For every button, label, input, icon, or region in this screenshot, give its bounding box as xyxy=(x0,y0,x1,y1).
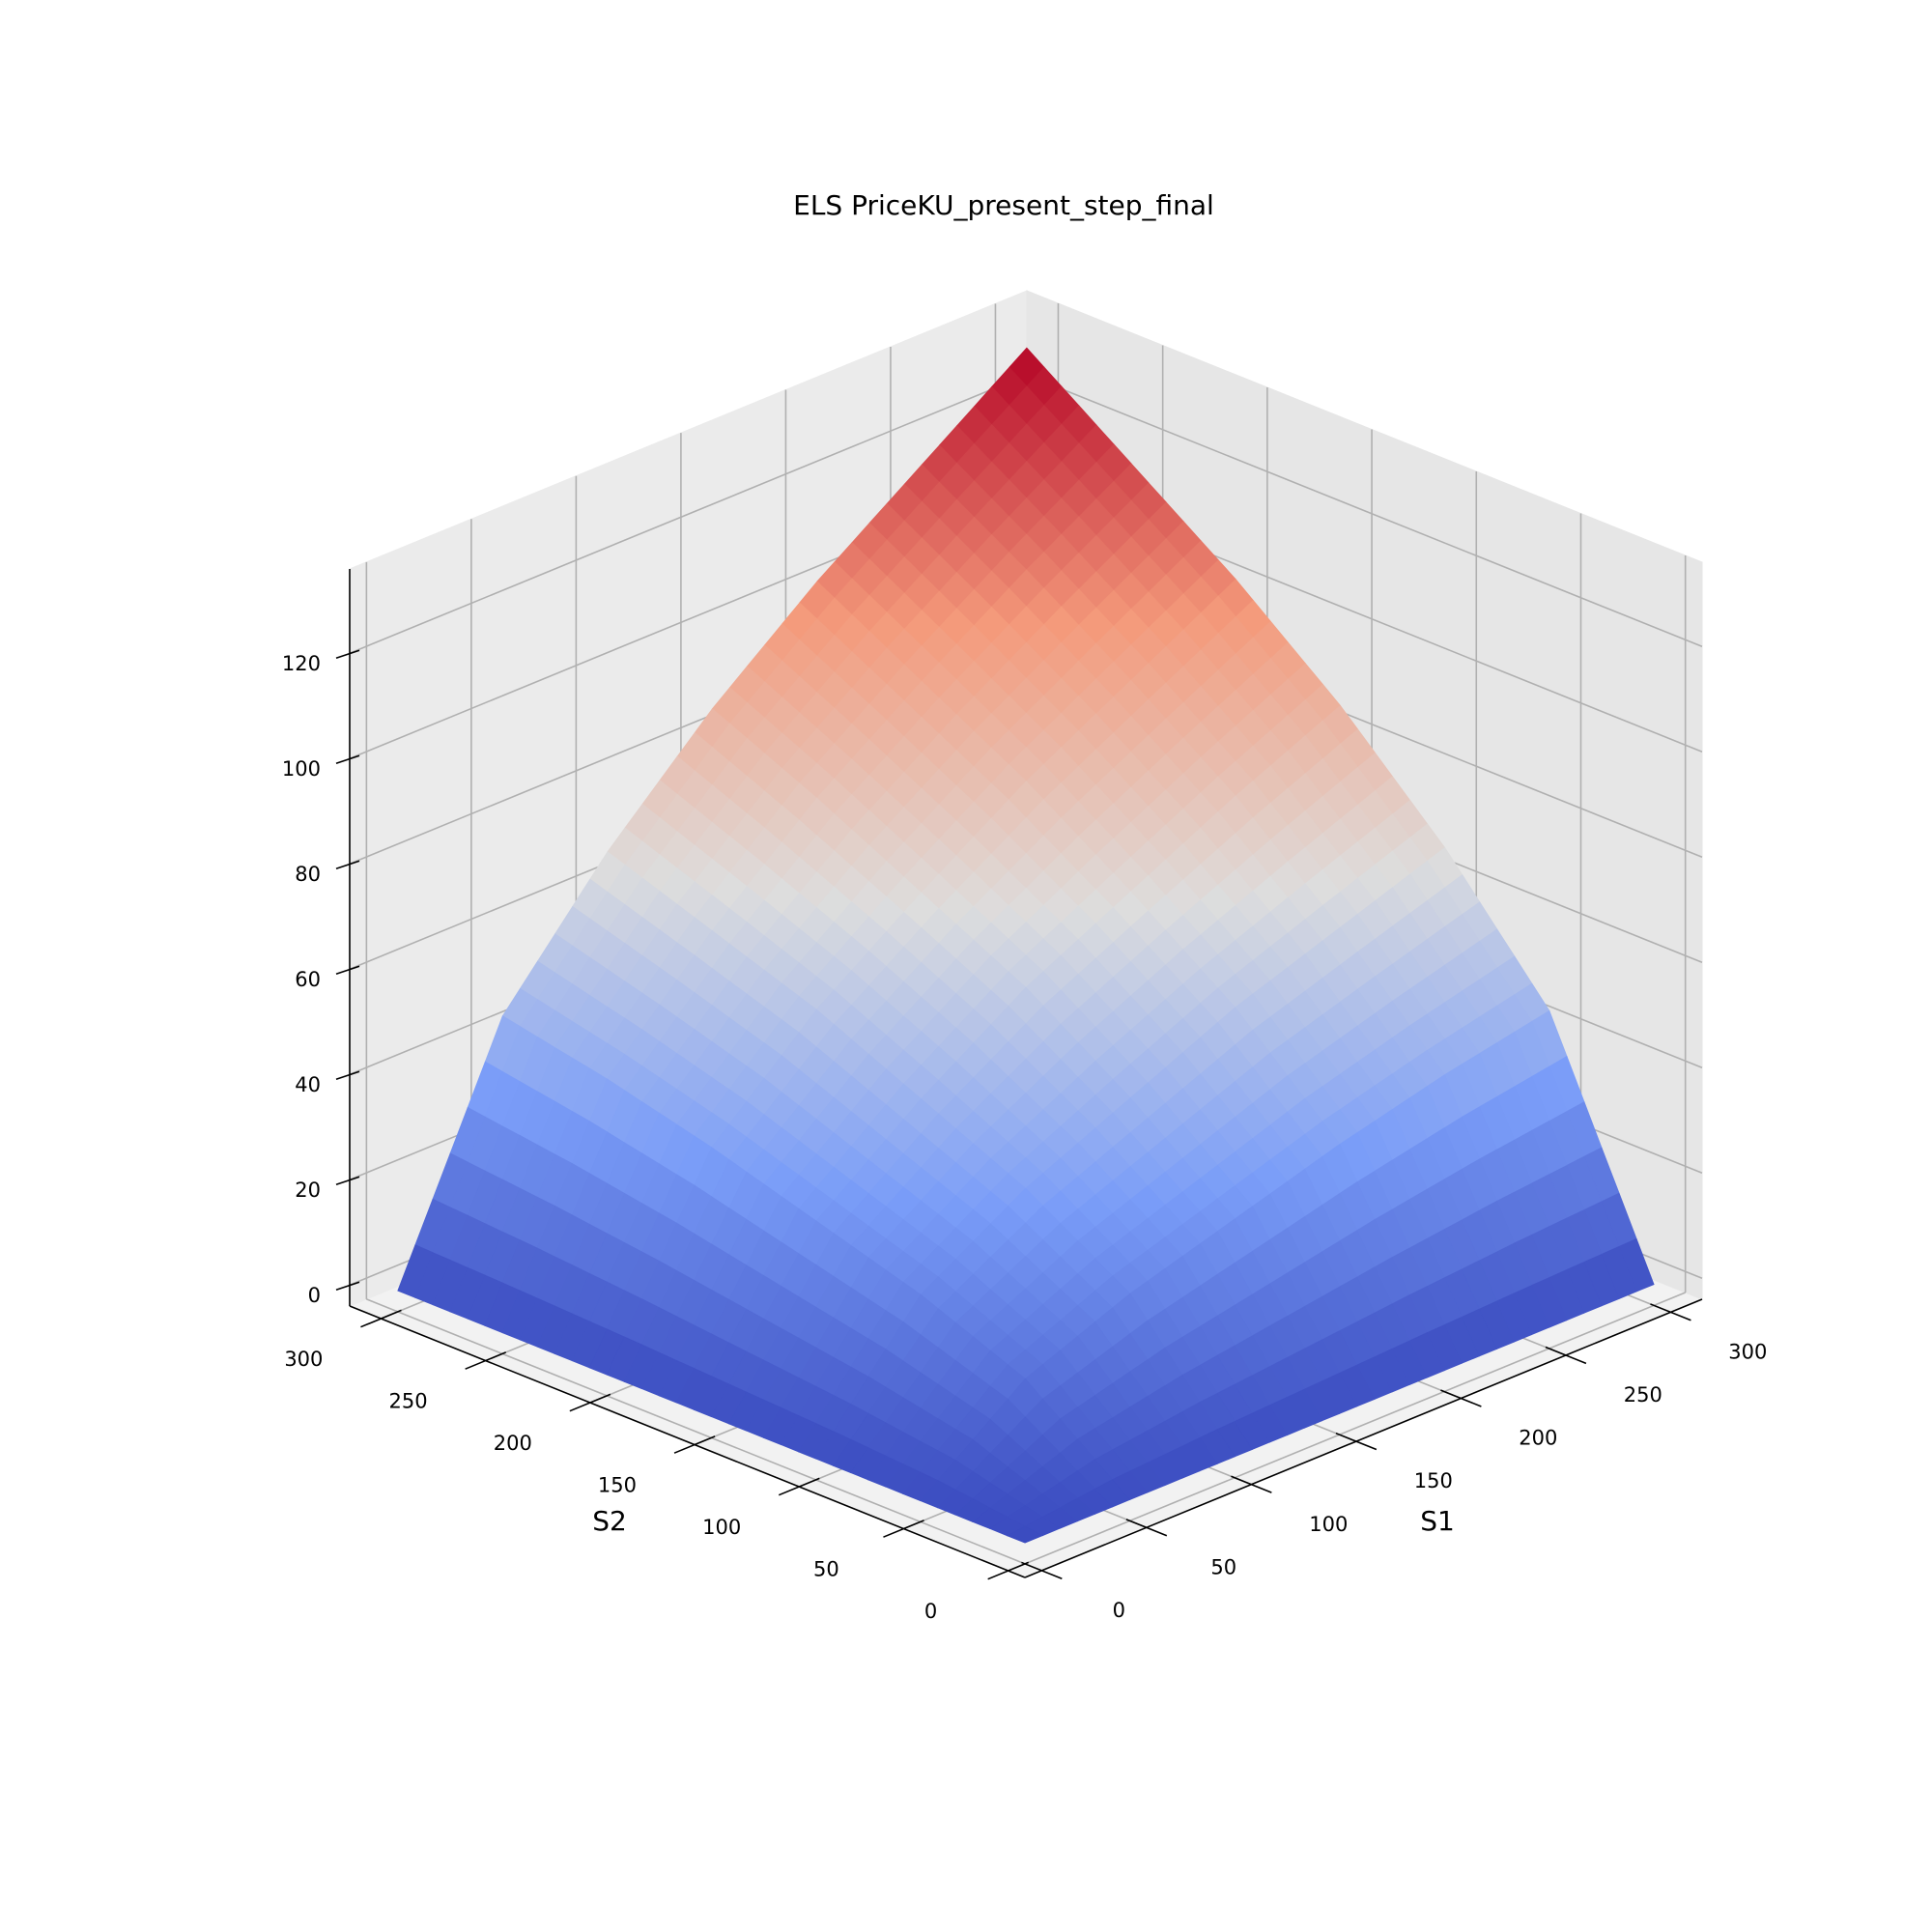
x-tick-label: 100 xyxy=(1309,1513,1348,1536)
chart-title: ELS PriceKU_present_step_final xyxy=(793,189,1214,221)
tick-mark xyxy=(465,1351,506,1370)
tick-mark xyxy=(335,1176,360,1185)
tick-mark xyxy=(1021,1561,1063,1580)
z-tick-label: 20 xyxy=(295,1179,321,1202)
z-tick-label: 0 xyxy=(308,1284,321,1307)
tick-mark xyxy=(1650,1303,1691,1321)
tick-mark xyxy=(335,754,360,764)
tick-mark xyxy=(1545,1346,1587,1365)
tick-mark xyxy=(335,649,360,659)
grid-line xyxy=(1008,1292,1686,1572)
x-tick-label: 250 xyxy=(1624,1383,1662,1406)
y-axis-label: S2 xyxy=(592,1505,627,1537)
y-tick-label: 200 xyxy=(494,1432,532,1455)
z-tick-label: 120 xyxy=(282,652,321,675)
tick-mark xyxy=(335,965,360,975)
tick-mark xyxy=(335,1070,360,1080)
tick-mark xyxy=(335,860,360,869)
y-tick-label: 0 xyxy=(924,1600,937,1623)
surface-patch xyxy=(1007,1525,1044,1544)
x-tick-label: 50 xyxy=(1210,1555,1236,1578)
axis-line xyxy=(1024,1298,1703,1578)
grid-line xyxy=(1026,374,1703,647)
x-tick-label: 200 xyxy=(1519,1427,1557,1450)
tick-mark xyxy=(360,1309,402,1328)
z-tick-label: 100 xyxy=(282,757,321,781)
z-tick-label: 40 xyxy=(295,1073,321,1096)
tick-mark xyxy=(673,1435,716,1454)
z-tick-label: 80 xyxy=(295,863,321,886)
y-tick-label: 100 xyxy=(702,1516,741,1539)
tick-mark xyxy=(569,1393,611,1412)
x-tick-label: 300 xyxy=(1728,1340,1767,1363)
x-tick-label: 150 xyxy=(1414,1469,1453,1492)
tick-mark xyxy=(987,1561,1030,1580)
y-tick-label: 250 xyxy=(389,1389,428,1412)
tick-mark xyxy=(883,1520,924,1538)
tick-mark xyxy=(1125,1519,1168,1537)
y-tick-label: 50 xyxy=(813,1557,839,1580)
y-tick-label: 150 xyxy=(598,1473,637,1496)
grid-line xyxy=(366,1298,1042,1572)
axis-line xyxy=(349,1305,1026,1578)
z-tick-label: 60 xyxy=(295,968,321,991)
tick-mark xyxy=(778,1477,820,1496)
tick-mark xyxy=(335,1281,360,1291)
x-axis-label: S1 xyxy=(1420,1505,1455,1537)
tick-mark xyxy=(1335,1432,1378,1451)
tick-mark xyxy=(1231,1475,1272,1493)
x-tick-label: 0 xyxy=(1113,1599,1125,1622)
grid-line xyxy=(349,374,1028,654)
y-tick-label: 300 xyxy=(284,1348,323,1371)
tick-mark xyxy=(1440,1389,1482,1407)
